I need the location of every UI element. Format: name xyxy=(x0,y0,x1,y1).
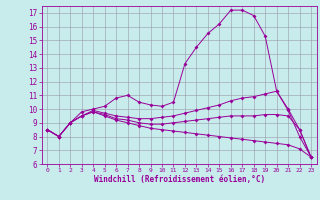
X-axis label: Windchill (Refroidissement éolien,°C): Windchill (Refroidissement éolien,°C) xyxy=(94,175,265,184)
